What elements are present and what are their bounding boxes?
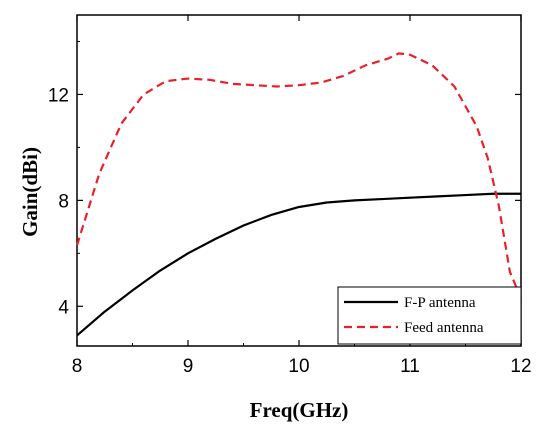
legend-label-feed-antenna: Feed antenna [404, 320, 484, 336]
x-tick-label-10: 10 [288, 356, 309, 377]
y-axis: 4 8 12 [48, 40, 521, 318]
series-layer [75, 52, 523, 337]
x-tick-label-12: 12 [510, 356, 531, 377]
x-tick-label-11: 11 [400, 356, 420, 377]
legend-label-fp-antenna: F-P antenna [404, 295, 476, 311]
x-axis: 8 9 10 11 12 [72, 15, 532, 377]
y-axis-title: Gain(dBi) [18, 147, 42, 237]
series-line-feed-antenna [75, 52, 523, 299]
legend-box [337, 286, 522, 345]
x-tick-label-8: 8 [72, 356, 83, 377]
series-line-fp-antenna [76, 192, 521, 337]
y-tick-label-4: 4 [58, 297, 69, 318]
y-tick-label-8: 8 [58, 191, 69, 212]
x-axis-title: Freq(GHz) [250, 398, 349, 422]
legend: F-P antenna Feed antenna [337, 286, 522, 345]
y-tick-label-12: 12 [48, 85, 69, 106]
x-tick-label-9: 9 [183, 356, 194, 377]
